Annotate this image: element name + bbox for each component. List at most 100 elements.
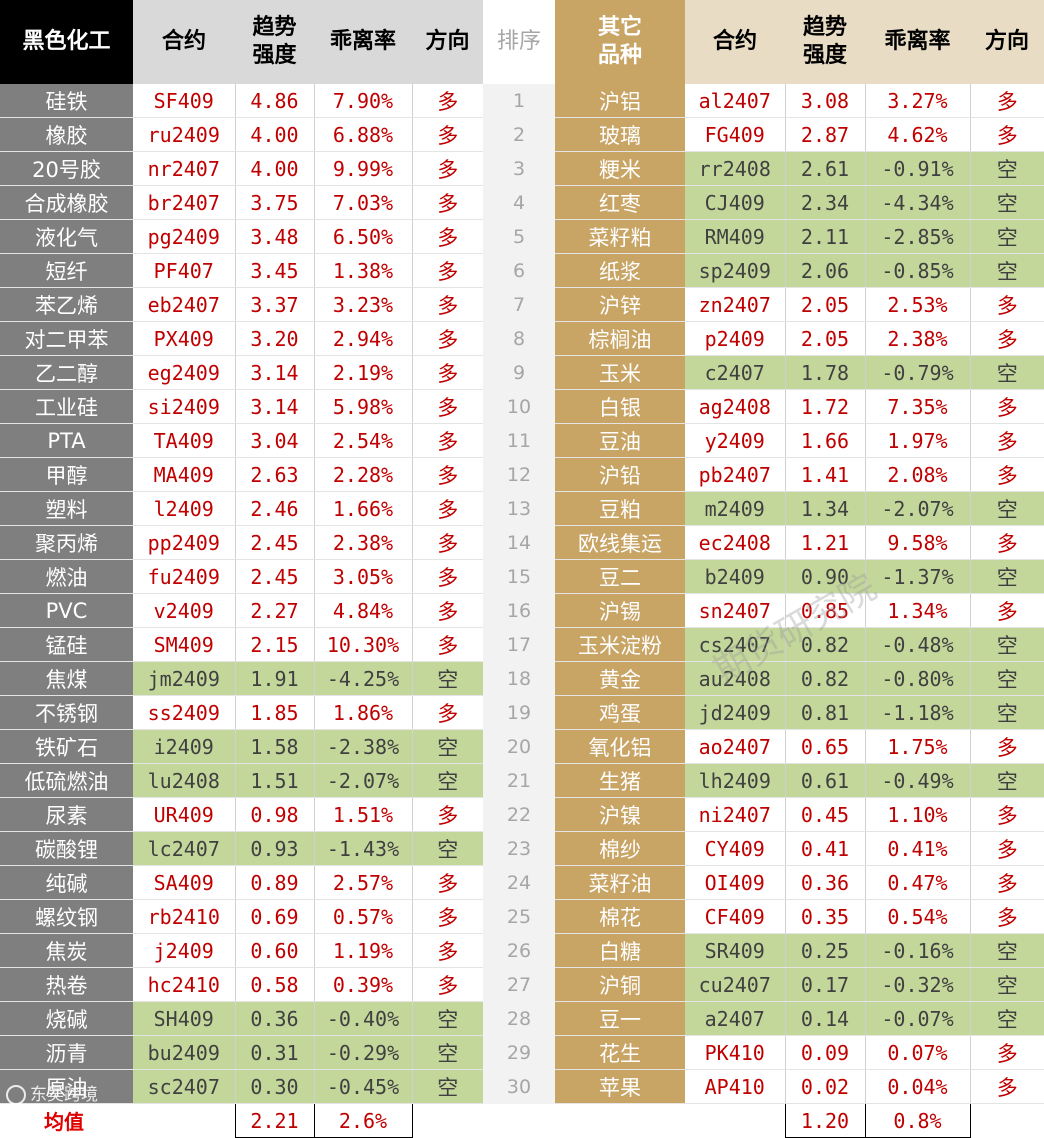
rank-number: 22: [483, 797, 555, 832]
right-direction: 空: [970, 491, 1044, 526]
left-direction: 多: [412, 321, 483, 356]
left-contract-code: bu2409: [133, 1035, 236, 1070]
table-row: 20号胶 nr2407 4.00 9.99% 多 3 粳米 rr2408 2.61 -0.91% 空: [0, 151, 1044, 186]
left-deviation-rate: -2.07%: [314, 763, 413, 798]
right-deviation-rate: -4.34%: [865, 185, 971, 220]
right-direction: 多: [970, 865, 1044, 900]
left-direction: 多: [412, 933, 483, 968]
right-direction: 空: [970, 185, 1044, 220]
left-direction: 多: [412, 287, 483, 322]
left-trend-strength: 0.58: [235, 967, 315, 1002]
left-deviation-rate: -2.38%: [314, 729, 413, 764]
left-deviation-rate: 7.90%: [314, 84, 413, 118]
rank-number: 28: [483, 1001, 555, 1036]
right-contract-code: al2407: [685, 84, 786, 118]
rank-number: 21: [483, 763, 555, 798]
right-product-name: 豆一: [555, 1001, 685, 1036]
right-product-name: 苹果: [555, 1069, 685, 1104]
table-row: 硅铁 SF409 4.86 7.90% 多 1 沪铝 al2407 3.08 3.27% 多: [0, 84, 1044, 118]
right-trend-strength: 0.81: [785, 695, 866, 730]
left-trend-strength: 1.85: [235, 695, 315, 730]
right-direction: 空: [970, 967, 1044, 1002]
footer-spacer: [685, 1104, 785, 1138]
table-row: 不锈钢 ss2409 1.85 1.86% 多 19 鸡蛋 jd2409 0.81 -1.18% 空: [0, 695, 1044, 730]
right-direction: 多: [970, 321, 1044, 356]
left-avg-deviation: 2.6%: [313, 1103, 413, 1138]
right-direction: 空: [970, 763, 1044, 798]
table-row: 烧碱 SH409 0.36 -0.40% 空 28 豆一 a2407 0.14 -0.07% 空: [0, 1001, 1044, 1036]
right-deviation-rate: -0.91%: [865, 151, 971, 186]
left-strength-header: 趋势 强度: [235, 0, 314, 84]
right-deviation-rate: 0.41%: [865, 831, 971, 866]
left-trend-strength: 4.86: [235, 84, 315, 118]
left-trend-strength: 0.60: [235, 933, 315, 968]
left-trend-strength: 2.45: [235, 559, 315, 594]
right-deviation-rate: 3.27%: [865, 84, 971, 118]
right-product-name: 花生: [555, 1035, 685, 1070]
right-contract-code: SR409: [685, 933, 786, 968]
right-contract-code: m2409: [685, 491, 786, 526]
right-trend-strength: 0.09: [785, 1035, 866, 1070]
left-trend-strength: 4.00: [235, 151, 315, 186]
left-contract-code: TA409: [133, 423, 236, 458]
right-product-name: 红枣: [555, 185, 685, 220]
right-deviation-rate: 1.34%: [865, 593, 971, 628]
left-deviation-rate: 1.38%: [314, 253, 413, 288]
left-direction: 多: [412, 457, 483, 492]
right-trend-strength: 0.17: [785, 967, 866, 1002]
avg-label: 均值: [0, 1103, 133, 1138]
table-row: 对二甲苯 PX409 3.20 2.94% 多 8 棕榈油 p2409 2.05 2.38% 多: [0, 321, 1044, 356]
left-direction: 空: [412, 1069, 483, 1104]
left-contract-code: j2409: [133, 933, 236, 968]
rank-number: 13: [483, 491, 555, 526]
right-product-name: 粳米: [555, 151, 685, 186]
right-product-name: 玻璃: [555, 117, 685, 152]
left-trend-strength: 0.93: [235, 831, 315, 866]
right-direction: 空: [970, 1001, 1044, 1036]
left-contract-code: pg2409: [133, 219, 236, 254]
right-trend-strength: 0.82: [785, 661, 866, 696]
right-contract-code: sn2407: [685, 593, 786, 628]
right-deviation-rate: -0.49%: [865, 763, 971, 798]
footer-spacer: [412, 1104, 483, 1138]
rank-number: 24: [483, 865, 555, 900]
left-product-name: 铁矿石: [0, 729, 133, 764]
left-direction: 多: [412, 185, 483, 220]
right-trend-strength: 0.90: [785, 559, 866, 594]
right-deviation-rate: 0.54%: [865, 899, 971, 934]
left-direction: 多: [412, 389, 483, 424]
right-trend-strength: 0.25: [785, 933, 866, 968]
left-trend-strength: 2.45: [235, 525, 315, 560]
left-product-name: 苯乙烯: [0, 287, 133, 322]
right-direction: 多: [970, 831, 1044, 866]
right-contract-code: RM409: [685, 219, 786, 254]
rank-number: 25: [483, 899, 555, 934]
right-product-name: 菜籽油: [555, 865, 685, 900]
right-product-name: 氧化铝: [555, 729, 685, 764]
left-product-name: PTA: [0, 423, 133, 458]
left-product-name: 乙二醇: [0, 355, 133, 390]
left-trend-strength: 3.04: [235, 423, 315, 458]
left-direction: 多: [412, 797, 483, 832]
left-direction: 空: [412, 729, 483, 764]
left-direction: 多: [412, 559, 483, 594]
left-contract-code: pp2409: [133, 525, 236, 560]
left-product-name: 焦炭: [0, 933, 133, 968]
rank-number: 29: [483, 1035, 555, 1070]
left-direction: 多: [412, 423, 483, 458]
left-group-header: 黑色化工: [0, 0, 133, 84]
right-direction: 多: [970, 457, 1044, 492]
left-contract-code: fu2409: [133, 559, 236, 594]
left-contract-code: br2407: [133, 185, 236, 220]
table-row: 螺纹钢 rb2410 0.69 0.57% 多 25 棉花 CF409 0.35 0.54% 多: [0, 899, 1044, 934]
table-row: 碳酸锂 lc2407 0.93 -1.43% 空 23 棉纱 CY409 0.41 0.41% 多: [0, 831, 1044, 866]
table-row: 焦炭 j2409 0.60 1.19% 多 26 白糖 SR409 0.25 -0.16% 空: [0, 933, 1044, 968]
rank-number: 15: [483, 559, 555, 594]
left-direction: 多: [412, 219, 483, 254]
left-deviation-rate: 2.57%: [314, 865, 413, 900]
rank-number: 18: [483, 661, 555, 696]
left-deviation-rate: 9.99%: [314, 151, 413, 186]
table-row: 聚丙烯 pp2409 2.45 2.38% 多 14 欧线集运 ec2408 1.21 9.58%…: [0, 525, 1044, 560]
right-deviation-rate: -0.80%: [865, 661, 971, 696]
right-deviation-rate: 2.38%: [865, 321, 971, 356]
